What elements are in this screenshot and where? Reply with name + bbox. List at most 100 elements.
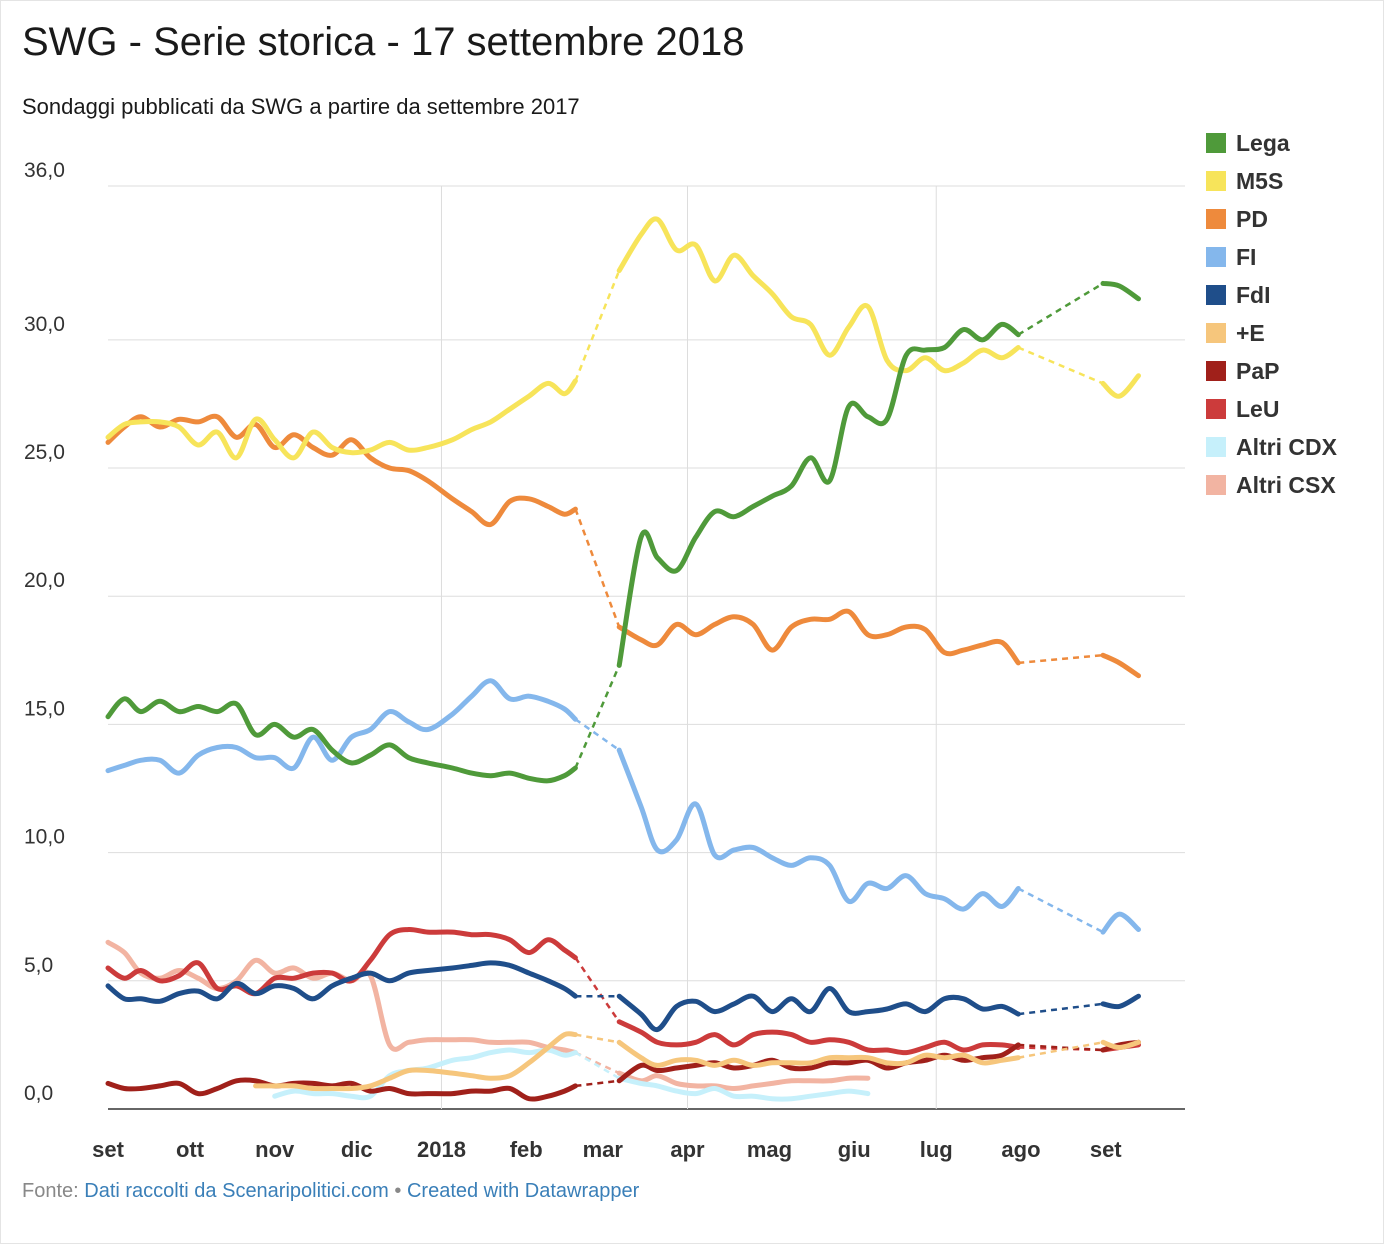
legend-item: LeU — [1206, 390, 1337, 428]
chart-subtitle: Sondaggi pubblicati da SWG a partire da … — [22, 94, 580, 119]
series-gap-line — [1018, 653, 1104, 665]
legend-item: Lega — [1206, 124, 1337, 162]
datawrapper-link[interactable]: Created with Datawrapper — [406, 1180, 640, 1202]
legend-label: FdI — [1236, 281, 1271, 308]
x-tick-label: set — [1090, 1137, 1122, 1162]
legend-swatch — [1206, 399, 1226, 419]
source-link[interactable]: Dati raccolti da Scenaripolitici.com — [84, 1180, 389, 1202]
series-line — [253, 1031, 578, 1092]
series-gap-line — [574, 270, 621, 382]
y-tick-label: 25,0 — [24, 441, 65, 464]
series-gap-line — [574, 508, 621, 628]
series-gap-line — [1017, 282, 1104, 336]
legend-label: FI — [1236, 243, 1257, 270]
series-gap-line — [574, 718, 620, 752]
legend-label: PaP — [1236, 357, 1280, 384]
x-axis-ticks: set ott nov dic 2018 feb mar apr mag giu lug ago set — [92, 1137, 1122, 1162]
legend-swatch — [1206, 475, 1226, 495]
series-line — [1100, 911, 1141, 935]
series-line — [616, 321, 1021, 668]
legend-label: LeU — [1236, 395, 1280, 422]
legend-item: FdI — [1206, 276, 1337, 314]
y-tick-label: 36,0 — [24, 159, 65, 182]
x-tick-label: ago — [1001, 1137, 1040, 1162]
series-line — [105, 378, 578, 461]
legend-swatch — [1206, 437, 1226, 457]
legend-swatch — [1206, 133, 1226, 153]
series-lines — [105, 216, 1141, 1102]
legend-item: M5S — [1206, 162, 1337, 200]
series-pd — [105, 413, 1141, 679]
x-tick-label: set — [92, 1137, 124, 1162]
y-tick-label: 0,0 — [24, 1082, 53, 1105]
series-line — [105, 1077, 578, 1102]
x-tick-label: apr — [670, 1137, 705, 1162]
x-tick-label: dic — [341, 1137, 373, 1162]
legend: Lega M5S PD FI FdI +E PaP LeU Altri CDX Altri CSX — [1206, 124, 1337, 504]
x-tick-label: nov — [255, 1137, 295, 1162]
legend-label: Lega — [1236, 129, 1290, 156]
series-gap-line — [574, 957, 621, 1023]
x-tick-label: feb — [510, 1137, 543, 1162]
y-tick-label: 5,0 — [24, 954, 53, 977]
series-gap-line — [1018, 1046, 1104, 1052]
series-line — [1100, 280, 1141, 302]
legend-swatch — [1206, 247, 1226, 267]
series-gap-line — [575, 1079, 620, 1088]
series-line — [105, 960, 578, 1004]
series-line — [616, 986, 1021, 1033]
y-tick-label: 30,0 — [24, 313, 65, 336]
legend-item: Altri CSX — [1206, 466, 1337, 504]
series-lega — [105, 280, 1141, 784]
legend-item: PD — [1206, 200, 1337, 238]
legend-item: Altri CDX — [1206, 428, 1337, 466]
series-line — [105, 926, 578, 997]
series-e — [253, 1031, 1141, 1092]
series-gap-line — [574, 1051, 620, 1075]
footer-separator: • — [394, 1180, 402, 1202]
series-line — [1100, 993, 1141, 1010]
legend-item: FI — [1206, 238, 1337, 276]
legend-item: +E — [1206, 314, 1337, 352]
legend-swatch — [1206, 209, 1226, 229]
series-line — [616, 1070, 871, 1091]
legend-swatch — [1206, 285, 1226, 305]
footer-prefix: Fonte: — [22, 1180, 79, 1202]
series-line — [1100, 1039, 1141, 1050]
y-axis-ticks: 0,0 5,0 10,0 15,0 20,0 25,0 30,0 36,0 — [24, 159, 65, 1105]
series-line — [616, 216, 1021, 374]
legend-item: PaP — [1206, 352, 1337, 390]
series-gap-line — [1017, 346, 1104, 385]
series-line — [616, 608, 1021, 666]
series-fdi — [105, 960, 1141, 1033]
legend-swatch — [1206, 323, 1226, 343]
x-tick-label: giu — [838, 1137, 871, 1162]
series-line — [1100, 373, 1141, 399]
series-line — [1100, 652, 1141, 679]
series-line — [616, 747, 1021, 912]
legend-label: +E — [1236, 319, 1265, 346]
series-line — [105, 413, 578, 528]
series-pap — [105, 1039, 1141, 1102]
series-line — [616, 1019, 1021, 1056]
series-gap-line — [1017, 887, 1104, 934]
footer: Fonte: Dati raccolti da Scenaripolitici.… — [22, 1180, 639, 1203]
legend-swatch — [1206, 361, 1226, 381]
series-line — [616, 1075, 871, 1102]
legend-label: Altri CSX — [1236, 471, 1336, 498]
x-tick-label: ott — [176, 1137, 205, 1162]
y-tick-label: 20,0 — [24, 569, 65, 592]
legend-label: M5S — [1236, 167, 1284, 194]
x-tick-label: mar — [583, 1137, 624, 1162]
series-line — [616, 1039, 1021, 1068]
series-gap-line — [1018, 1002, 1104, 1016]
y-tick-label: 10,0 — [24, 826, 65, 849]
series-m5s — [105, 216, 1141, 461]
grid-lines — [108, 185, 1185, 1110]
x-tick-label: 2018 — [417, 1137, 466, 1162]
series-gap-line — [574, 1051, 620, 1080]
legend-label: PD — [1236, 205, 1268, 232]
series-gap-line — [1018, 1041, 1104, 1059]
series-gap-line — [575, 1033, 620, 1044]
